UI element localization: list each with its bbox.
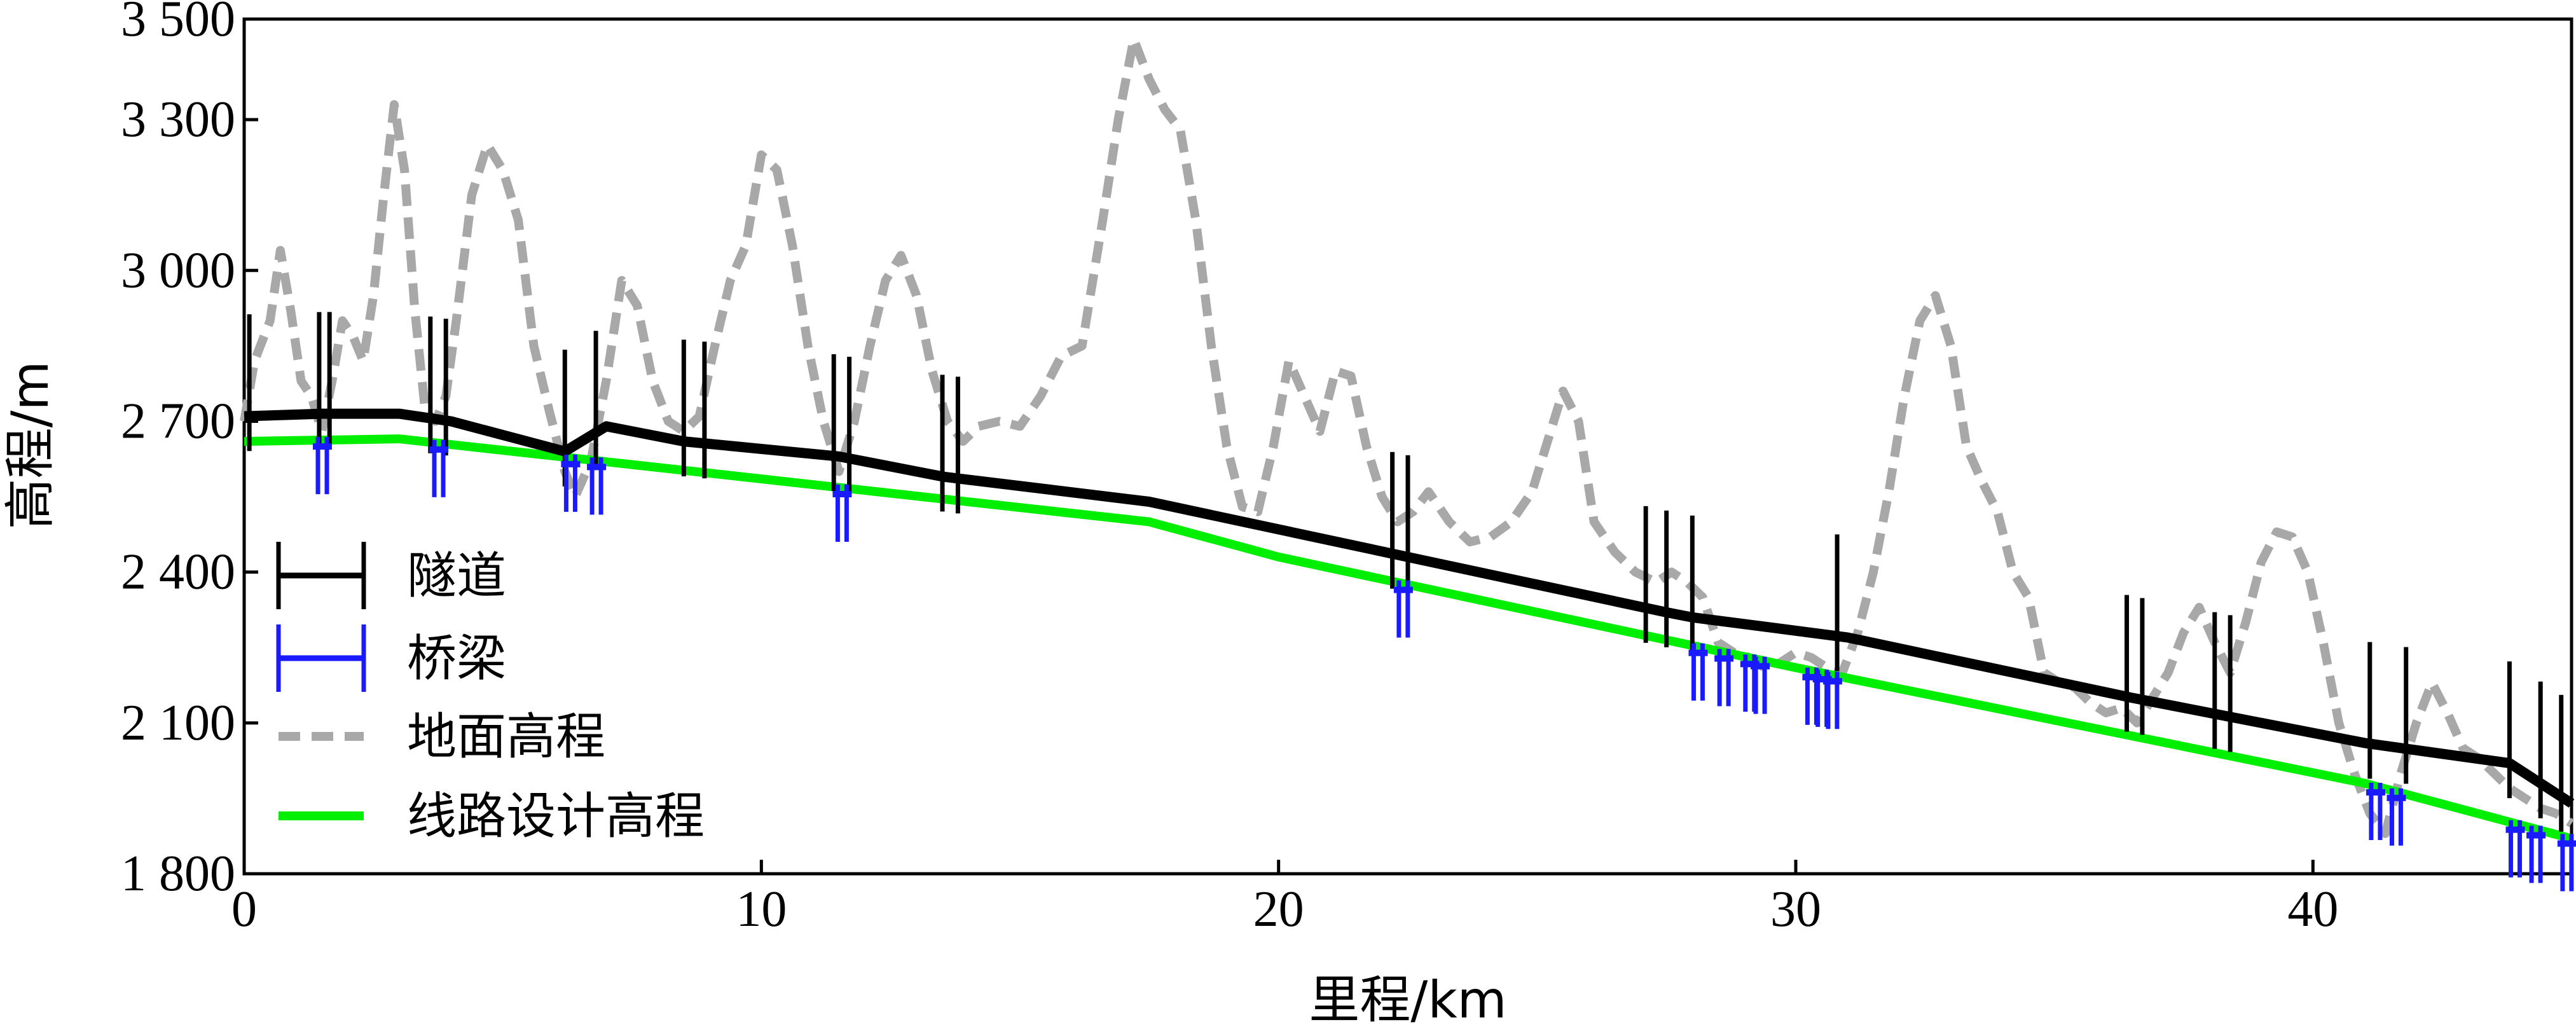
series-layer (240, 34, 2575, 843)
x-tick-label: 40 (2287, 881, 2338, 937)
legend-design-label: 线路设计高程 (407, 788, 705, 845)
legend-item-tunnel: 隧道 (276, 542, 506, 609)
design-elevation-line (244, 434, 2573, 843)
legend-tunnel-label: 隧道 (407, 548, 506, 605)
marker-layer (247, 312, 2576, 892)
legend: 隧道 桥梁 地面高程 线路设计高程 (276, 542, 705, 845)
legend-item-design: 线路设计高程 (279, 788, 705, 845)
x-tick-label: 30 (1770, 881, 1821, 937)
x-tick-label: 0 (231, 881, 257, 937)
y-axis-label: 高程/m (1, 361, 60, 530)
y-ticks: 1 800 2 100 2 400 2 700 3 000 3 300 3 500 (121, 0, 258, 902)
y-tick-label: 2 700 (121, 393, 235, 449)
y-tick-label: 2 400 (121, 544, 235, 600)
y-tick-label: 3 300 (121, 92, 235, 148)
legend-ground-label: 地面高程 (407, 708, 605, 766)
y-tick-label: 3 000 (121, 242, 235, 298)
legend-item-ground: 地面高程 (279, 708, 605, 766)
x-ticks: 0 10 20 30 40 (231, 860, 2338, 937)
x-tick-label: 20 (1253, 881, 1304, 937)
ground-elevation-line (240, 34, 2574, 838)
legend-bridge-label: 桥梁 (407, 630, 506, 687)
tunnel-alignment-line (244, 408, 2575, 808)
plot-frame (242, 17, 2573, 876)
x-tick-label: 10 (736, 881, 787, 937)
y-tick-label: 2 100 (121, 695, 235, 751)
x-axis-label: 里程/km (1309, 970, 1506, 1027)
y-tick-label: 3 500 (121, 0, 235, 47)
legend-item-bridge: 桥梁 (276, 624, 506, 692)
y-tick-label: 1 800 (121, 846, 235, 902)
